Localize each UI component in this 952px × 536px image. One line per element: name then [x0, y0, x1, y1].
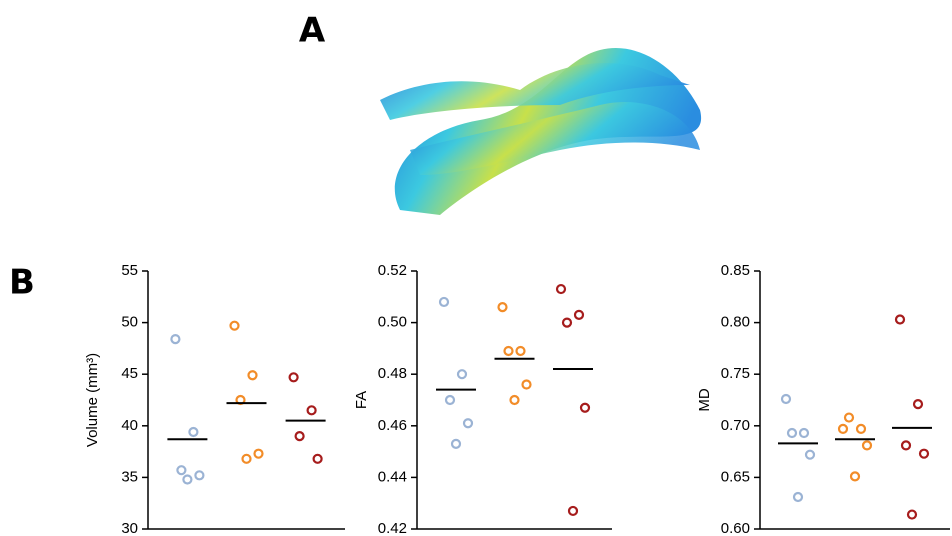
data-point	[567, 505, 579, 517]
y-tick-label: 50	[121, 314, 138, 331]
y-tick-label: 0.44	[378, 468, 407, 485]
data-point	[804, 449, 816, 460]
y-tick-label: 0.46	[378, 417, 407, 434]
data-point	[780, 393, 792, 405]
data-point	[900, 440, 912, 451]
data-point	[294, 431, 305, 442]
data-point	[288, 372, 299, 383]
data-point	[462, 418, 474, 429]
data-point	[521, 379, 532, 390]
data-point	[894, 314, 906, 325]
y-tick-label: 0.50	[378, 314, 407, 331]
data-point	[182, 474, 193, 485]
y-tick-label: 0.70	[721, 417, 750, 434]
data-point	[861, 440, 873, 451]
y-tick-label: 55	[121, 262, 138, 279]
y-tick-label: 0.75	[721, 365, 750, 382]
data-point	[194, 470, 205, 481]
data-point	[438, 296, 450, 308]
panel-label: B	[9, 263, 35, 303]
y-tick-label: 45	[121, 365, 138, 382]
data-point	[450, 438, 462, 449]
y-axis-label: FA	[353, 391, 370, 409]
panel-label: A	[299, 11, 326, 51]
data-point	[843, 412, 855, 423]
data-point	[176, 465, 187, 476]
data-point	[555, 283, 567, 295]
y-axis-label: MD	[696, 388, 713, 411]
data-point	[579, 402, 591, 413]
y-tick-label: 0.80	[721, 314, 750, 331]
data-point	[306, 405, 317, 416]
data-point	[444, 394, 456, 406]
y-tick-label: 0.60	[721, 520, 750, 536]
data-point	[312, 453, 323, 464]
data-point	[837, 423, 849, 434]
y-axis-label: Volume (mm³)	[84, 353, 101, 447]
data-point	[229, 320, 240, 331]
data-point	[509, 394, 520, 406]
data-point	[906, 509, 918, 520]
data-point	[918, 448, 930, 459]
data-point	[497, 302, 508, 313]
y-tick-label: 0.52	[378, 262, 407, 279]
data-point	[515, 345, 526, 357]
y-tick-label: 0.65	[721, 468, 750, 485]
data-point	[849, 471, 861, 482]
y-tick-label: 40	[121, 417, 138, 434]
y-tick-label: 0.42	[378, 520, 407, 536]
y-tick-label: 35	[121, 468, 138, 485]
data-point	[188, 426, 199, 438]
y-tick-label: 0.48	[378, 365, 407, 382]
data-point	[241, 453, 252, 464]
data-point	[786, 427, 798, 439]
y-tick-label: 0.85	[721, 262, 750, 279]
data-point	[561, 317, 573, 328]
data-point	[792, 491, 804, 503]
data-point	[456, 369, 468, 380]
data-point	[170, 334, 181, 345]
data-point	[855, 423, 867, 434]
plots: 30 35 40 45 50 55 Volume (mm³) 0.42 0.44 0.46 0.48…	[84, 262, 950, 536]
tract-image	[380, 48, 702, 215]
data-point	[573, 309, 585, 320]
y-tick-label: 30	[121, 520, 138, 536]
data-point	[247, 370, 258, 381]
data-point	[912, 399, 924, 410]
data-point	[253, 448, 264, 459]
data-point	[503, 345, 514, 357]
data-point	[798, 427, 810, 439]
